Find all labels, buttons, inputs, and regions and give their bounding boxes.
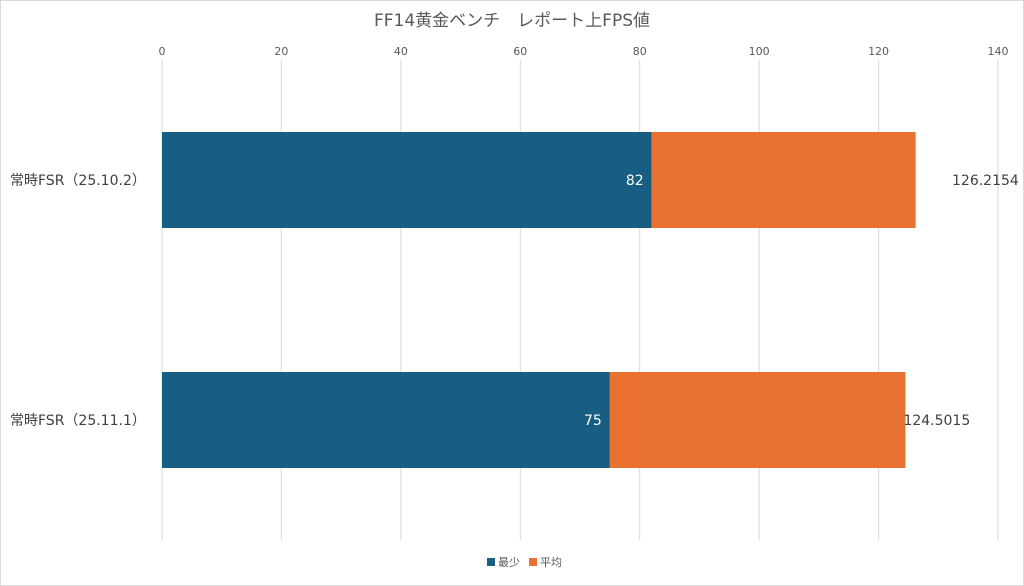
bars bbox=[162, 132, 916, 468]
data-label-min: 82 bbox=[626, 173, 644, 189]
bar-min-0 bbox=[162, 132, 652, 228]
x-axis-ticks: 0 20 40 60 80 100 120 140 bbox=[159, 45, 1009, 58]
x-tick-label: 0 bbox=[159, 45, 166, 58]
category-label: 常時FSR（25.10.2） bbox=[10, 173, 146, 189]
x-tick-label: 60 bbox=[513, 45, 527, 58]
data-labels: 82 126.2154 75 124.5015 bbox=[584, 173, 1019, 429]
category-label: 常時FSR（25.11.1） bbox=[10, 413, 146, 429]
legend-swatch-min bbox=[487, 558, 495, 566]
x-tick-label: 20 bbox=[274, 45, 288, 58]
bar-avg-1 bbox=[609, 372, 906, 468]
x-tick-label: 140 bbox=[988, 45, 1009, 58]
x-tick-label: 40 bbox=[394, 45, 408, 58]
bar-min-1 bbox=[162, 372, 610, 468]
legend-swatch-avg bbox=[529, 558, 537, 566]
x-tick-label: 100 bbox=[749, 45, 770, 58]
bar-avg-0 bbox=[651, 132, 916, 228]
data-label-min: 75 bbox=[584, 413, 602, 429]
category-labels: 常時FSR（25.10.2） 常時FSR（25.11.1） bbox=[10, 173, 146, 429]
data-label-avg: 126.2154 bbox=[952, 173, 1019, 189]
legend: 最少 平均 bbox=[487, 556, 562, 569]
x-tick-label: 120 bbox=[868, 45, 889, 58]
legend-label: 最少 bbox=[498, 556, 520, 569]
legend-label: 平均 bbox=[540, 556, 562, 569]
x-tick-label: 80 bbox=[633, 45, 647, 58]
data-label-avg: 124.5015 bbox=[903, 413, 970, 429]
chart-title: FF14黄金ベンチ レポート上FPS値 bbox=[374, 11, 650, 31]
